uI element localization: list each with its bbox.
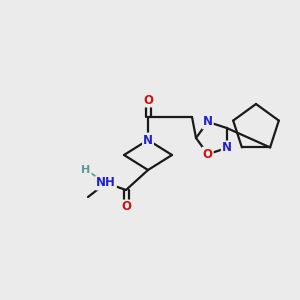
- Text: O: O: [143, 94, 153, 106]
- Text: H: H: [81, 165, 91, 175]
- Text: N: N: [143, 134, 153, 146]
- Text: NH: NH: [96, 176, 116, 190]
- Text: N: N: [203, 115, 213, 128]
- Text: O: O: [203, 148, 213, 161]
- Text: O: O: [121, 200, 131, 214]
- Text: N: N: [222, 142, 232, 154]
